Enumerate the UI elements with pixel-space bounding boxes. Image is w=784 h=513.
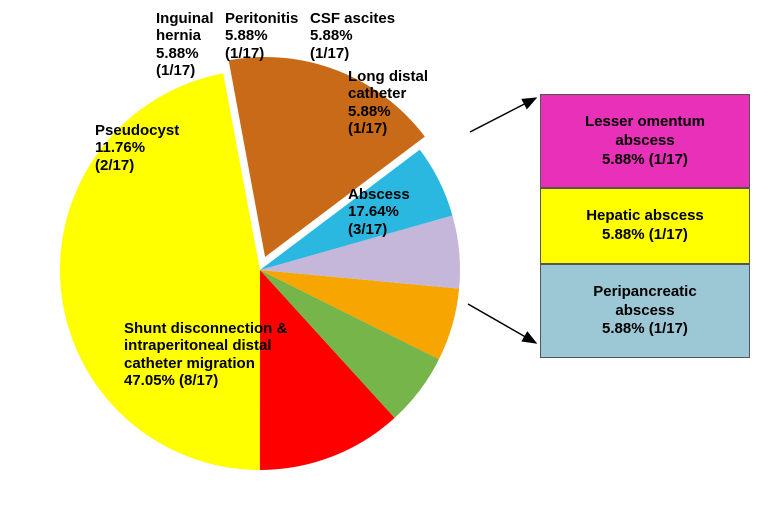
slice-label-line: 17.64% <box>348 203 399 220</box>
pie-chart: Shunt disconnection &intraperitoneal dis… <box>30 50 490 490</box>
breakdown-line: 5.88% (1/17) <box>602 320 688 337</box>
slice-label-line: Abscess <box>348 186 410 203</box>
slice-label-line: hernia <box>156 27 201 44</box>
breakdown-line: 5.88% (1/17) <box>602 226 688 243</box>
slice-label-csf: CSF ascites5.88%(1/17) <box>310 10 395 62</box>
breakdown-line: Hepatic abscess <box>586 207 704 224</box>
slice-label-peritonitis: Peritonitis5.88%(1/17) <box>225 10 298 62</box>
slice-label-line: Inguinal <box>156 10 214 27</box>
breakdown-line: abscess <box>615 302 674 319</box>
breakdown-line: Lesser omentum <box>585 113 705 130</box>
breakdown-box-lesser: Lesser omentum abscess 5.88% (1/17) <box>540 94 750 188</box>
breakdown-box-hepatic: Hepatic abscess 5.88% (1/17) <box>540 188 750 264</box>
slice-label-shunt: Shunt disconnection &intraperitoneal dis… <box>124 320 287 389</box>
slice-label-line: (1/17) <box>156 62 195 79</box>
slice-label-longdistal: Long distalcatheter5.88%(1/17) <box>348 68 428 137</box>
slice-label-line: catheter migration <box>124 355 255 372</box>
breakdown-line: Peripancreatic <box>593 283 696 300</box>
slice-label-line: Shunt disconnection & <box>124 320 287 337</box>
slice-label-line: (1/17) <box>225 45 264 62</box>
slice-label-line: Peritonitis <box>225 10 298 27</box>
slice-label-line: Pseudocyst <box>95 122 179 139</box>
slice-label-line: 5.88% <box>310 27 353 44</box>
slice-label-line: (1/17) <box>310 45 349 62</box>
breakdown-box-peripancreatic: Peripancreatic abscess5.88% (1/17) <box>540 264 750 358</box>
slice-label-line: CSF ascites <box>310 10 395 27</box>
slice-label-line: 5.88% <box>348 103 391 120</box>
slice-label-line: 11.76% <box>95 139 145 156</box>
slice-label-line: 5.88% <box>156 45 199 62</box>
slice-label-line: 47.05% (8/17) <box>124 372 218 389</box>
slice-label-abscess: Abscess17.64%(3/17) <box>348 186 410 238</box>
abscess-breakdown: Lesser omentumabscess5.88% (1/17)Hepatic… <box>540 94 750 358</box>
breakdown-line: abscess <box>615 132 674 149</box>
breakdown-line: 5.88% (1/17) <box>602 151 688 168</box>
slice-label-pseudocyst: Pseudocyst11.76%(2/17) <box>95 122 179 174</box>
slice-label-line: Long distal <box>348 68 428 85</box>
slice-label-line: intraperitoneal distal <box>124 337 272 354</box>
slice-label-line: (2/17) <box>95 157 134 174</box>
slice-label-line: (3/17) <box>348 221 387 238</box>
slice-label-line: catheter <box>348 85 406 102</box>
slice-label-hernia: Inguinalhernia5.88%(1/17) <box>156 10 214 79</box>
slice-label-line: (1/17) <box>348 120 387 137</box>
slice-label-line: 5.88% <box>225 27 268 44</box>
